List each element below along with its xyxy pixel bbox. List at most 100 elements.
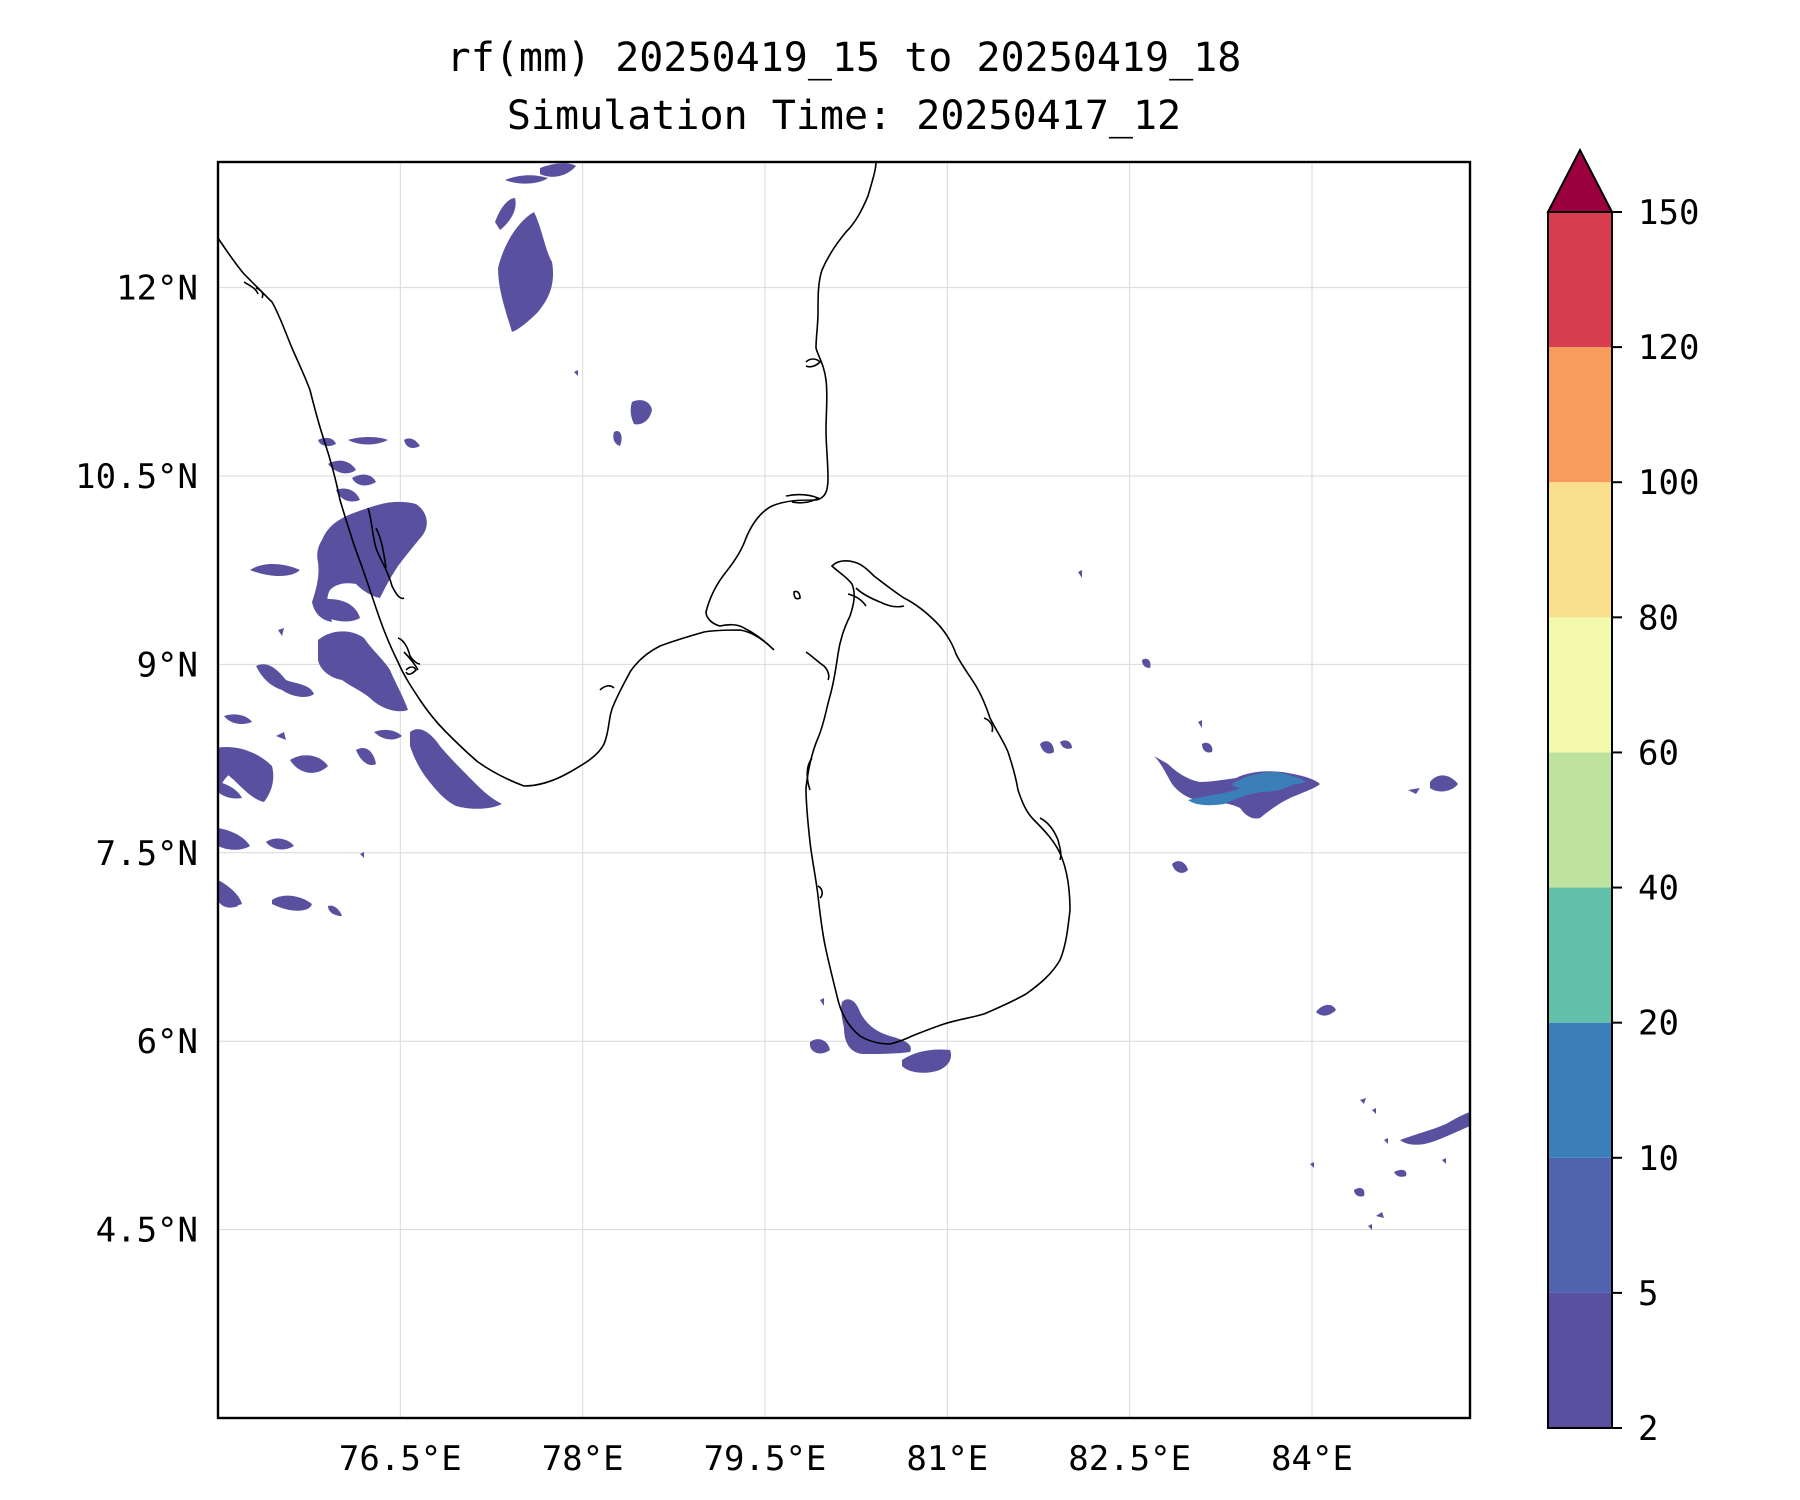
rain-area-east-4 <box>1142 658 1151 668</box>
coastline-sri-lanka-detail-4 <box>847 593 867 607</box>
colorbar-tick-label: 5 <box>1638 1274 1658 1314</box>
rain-area-west-27 <box>266 838 294 850</box>
lat-tick-label: 9°N <box>137 645 198 685</box>
coastline-india-detail-7 <box>405 666 417 675</box>
colorbar-segment <box>1548 617 1612 753</box>
lon-tick-label: 78°E <box>542 1439 624 1479</box>
rain-area-west-1 <box>318 437 336 447</box>
longitude-tick-labels: 76.5°E 78°E 79.5°E 81°E 82.5°E 84°E <box>339 1439 1353 1479</box>
rain-layer <box>218 163 1470 1230</box>
coastline-india-detail-3 <box>785 493 820 504</box>
chart-subtitle: Simulation Time: 20250417_12 <box>506 93 1182 139</box>
rain-area-east-7 <box>1078 570 1082 578</box>
rain-area-east-8 <box>1198 720 1202 728</box>
lon-tick-label: 81°E <box>906 1439 988 1479</box>
lat-tick-label: 6°N <box>137 1022 198 1062</box>
coastline-india-detail-6 <box>397 637 421 671</box>
rain-area-mid-2 <box>613 430 622 446</box>
colorbar-segment <box>1548 212 1612 348</box>
rain-area-west-7 <box>312 501 427 622</box>
rain-area-north-4 <box>540 163 576 177</box>
rain-area-west-8 <box>250 564 300 576</box>
lat-tick-label: 4.5°N <box>96 1211 198 1251</box>
rain-area-east-core-2 <box>1232 772 1306 788</box>
rain-area-west-13 <box>224 714 252 724</box>
coastline-sri-lanka-detail-3 <box>793 590 801 600</box>
lon-tick-label: 76.5°E <box>339 1439 462 1479</box>
rain-area-se-10 <box>1442 1158 1446 1164</box>
coastline-sri-lanka-detail-2 <box>805 651 830 681</box>
coastline-india-detail-2 <box>367 507 405 600</box>
colorbar-segment <box>1548 752 1612 888</box>
lon-tick-label: 79.5°E <box>704 1439 827 1479</box>
rain-area-se-7 <box>1372 1108 1376 1114</box>
lat-tick-label: 12°N <box>116 269 198 309</box>
chart-title: rf(mm) 20250419_15 to 20250419_18 <box>446 35 1242 81</box>
rain-area-east-5 <box>1040 741 1054 754</box>
colorbar-tick-label: 10 <box>1638 1139 1679 1179</box>
rain-area-west-21 <box>218 747 231 800</box>
rain-area-east-10 <box>1430 775 1458 792</box>
coastline-india-detail-4 <box>805 358 822 368</box>
rain-area-north-1 <box>498 212 554 332</box>
coastline-sri-lanka-detail-7 <box>806 757 813 791</box>
lon-tick-label: 84°E <box>1271 1439 1353 1479</box>
rain-area-north-2 <box>495 198 516 230</box>
rain-area-mid-1 <box>630 400 652 425</box>
colorbar-tick-label: 60 <box>1638 733 1679 773</box>
rain-area-south-4 <box>820 998 824 1006</box>
rain-area-west-25 <box>272 895 312 911</box>
colorbar-segment <box>1548 1292 1612 1428</box>
rain-area-east-9 <box>1316 1004 1336 1016</box>
rain-area-se-5 <box>1360 1098 1366 1104</box>
coastline-india-detail-5 <box>599 685 615 691</box>
rain-area-west-15 <box>276 732 286 740</box>
plot-frame <box>216 160 1472 1420</box>
rain-area-west-9 <box>318 598 360 622</box>
colorbar-segment <box>1548 347 1612 483</box>
colorbar-tick-label: 100 <box>1638 463 1699 503</box>
rain-area-south-1 <box>841 999 911 1054</box>
rain-area-west-17 <box>356 747 376 766</box>
colorbar-segment <box>1548 887 1612 1023</box>
rain-area-west-11 <box>256 664 314 697</box>
rain-area-west-2 <box>348 437 388 445</box>
rain-area-east-3 <box>1202 742 1213 753</box>
rain-area-west-5 <box>352 474 376 486</box>
rain-area-mid-3 <box>574 370 578 376</box>
lat-tick-label: 7.5°N <box>96 834 198 874</box>
latitude-tick-labels: 4.5°N 6°N 7.5°N 9°N 10.5°N 12°N <box>75 269 198 1251</box>
coastline-india <box>218 162 877 787</box>
rain-area-se-2 <box>1354 1188 1365 1197</box>
rain-area-west-18 <box>410 729 502 809</box>
rain-area-west-6 <box>336 488 360 502</box>
coastline-sri-lanka-detail-1 <box>855 587 905 608</box>
rain-area-se-9 <box>1368 1224 1372 1230</box>
colorbar: 2 5 10 20 40 60 80 100 120 150 <box>1546 147 1699 1449</box>
rain-area-west-20 <box>346 648 350 654</box>
lon-tick-label: 82.5°E <box>1068 1439 1191 1479</box>
rain-area-west-3 <box>404 438 420 448</box>
coastline-india-detail-1 <box>243 281 264 299</box>
colorbar-tick-label: 150 <box>1638 193 1699 233</box>
rain-area-east-2 <box>1172 861 1188 873</box>
rain-area-west-29 <box>360 852 364 858</box>
rain-area-west-24 <box>218 892 238 908</box>
rain-area-se-4 <box>1376 1212 1384 1218</box>
colorbar-segment <box>1548 1022 1612 1158</box>
colorbar-extend-triangle <box>1546 147 1614 213</box>
rain-area-west-12 <box>278 628 284 636</box>
rain-area-south-3 <box>902 1049 952 1073</box>
gridlines <box>218 162 1470 1418</box>
coastlines <box>218 162 1071 1045</box>
rain-area-se-8 <box>1310 1162 1314 1168</box>
colorbar-tick-label: 40 <box>1638 869 1679 909</box>
rain-area-west-10 <box>318 631 408 712</box>
rain-area-se-1 <box>1400 1112 1470 1145</box>
rain-area-west-19 <box>374 729 402 740</box>
coastline-sri-lanka <box>805 560 1071 1045</box>
lat-tick-label: 10.5°N <box>75 457 198 497</box>
colorbar-segment <box>1548 1157 1612 1293</box>
rain-area-north-3 <box>505 175 548 184</box>
